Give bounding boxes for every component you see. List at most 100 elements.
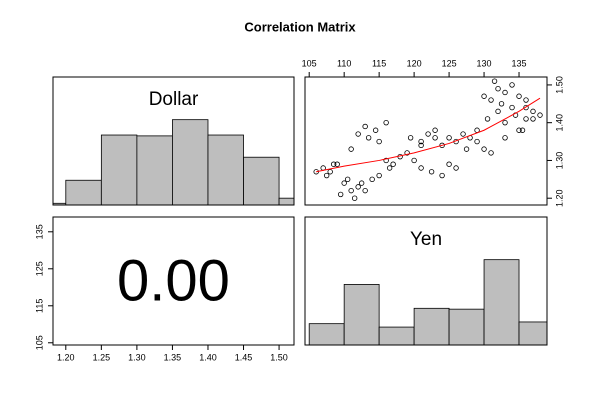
point xyxy=(323,172,330,179)
point xyxy=(404,150,410,156)
point xyxy=(383,119,389,126)
point xyxy=(530,116,536,122)
point xyxy=(425,131,431,137)
chart-title: Correlation Matrix xyxy=(244,19,356,34)
point xyxy=(369,176,375,183)
point xyxy=(509,82,515,88)
y-tick-label: 135 xyxy=(34,224,44,239)
panel-border xyxy=(304,216,548,346)
bar xyxy=(100,134,138,205)
point xyxy=(439,142,445,149)
y-tick-label: 1.40 xyxy=(554,114,564,132)
panel-label: Dollar xyxy=(149,89,199,110)
point xyxy=(460,131,466,137)
panel-border xyxy=(52,216,295,346)
bar xyxy=(136,135,173,205)
panel xyxy=(53,119,294,205)
panel-border xyxy=(304,76,548,206)
point xyxy=(418,138,424,145)
point xyxy=(498,101,505,107)
bar xyxy=(243,156,280,205)
point xyxy=(516,127,522,133)
point xyxy=(334,161,340,167)
x-tick-label: 1.50 xyxy=(270,352,288,362)
correlation-value: 0.00 xyxy=(117,248,230,313)
point xyxy=(509,104,515,111)
y-tick-label: 1.30 xyxy=(554,152,564,170)
point xyxy=(488,97,494,103)
bar xyxy=(483,259,520,345)
point xyxy=(516,93,522,99)
bar xyxy=(207,134,244,205)
point xyxy=(484,116,491,122)
point xyxy=(383,157,389,164)
point xyxy=(474,138,480,145)
point xyxy=(372,127,379,133)
point xyxy=(530,108,536,115)
y-tick-label: 1.50 xyxy=(554,76,564,94)
point xyxy=(523,104,529,111)
y-tick-label: 125 xyxy=(34,261,44,276)
point xyxy=(330,161,337,167)
point xyxy=(432,127,438,133)
point xyxy=(362,187,368,194)
bar xyxy=(172,119,209,205)
point xyxy=(355,184,361,190)
point xyxy=(432,135,438,141)
x-tick-label: 1.40 xyxy=(199,352,217,362)
point xyxy=(495,86,501,92)
bar xyxy=(343,284,380,345)
y-tick-label: 1.20 xyxy=(554,189,564,207)
x-tick-label: 130 xyxy=(477,58,492,68)
bar xyxy=(65,179,102,205)
point xyxy=(341,180,347,186)
point xyxy=(502,135,508,141)
x-tick-label: 125 xyxy=(442,58,457,68)
bar xyxy=(413,307,450,345)
point xyxy=(418,165,424,171)
point xyxy=(348,187,354,194)
bar xyxy=(448,308,485,345)
x-tick-label: 115 xyxy=(372,58,386,68)
point xyxy=(407,135,414,141)
point xyxy=(351,195,358,201)
point xyxy=(386,165,393,171)
bar xyxy=(378,326,415,345)
bar xyxy=(518,321,547,345)
panel xyxy=(313,78,543,201)
point xyxy=(418,142,424,149)
x-tick-label: 105 xyxy=(302,58,317,68)
point xyxy=(523,116,529,122)
bar xyxy=(308,323,345,345)
point xyxy=(344,176,351,183)
point xyxy=(537,112,543,118)
panel-label: Yen xyxy=(410,229,442,250)
bar xyxy=(278,197,294,205)
panel-border xyxy=(52,76,295,206)
point xyxy=(502,89,508,96)
point xyxy=(502,119,508,126)
point xyxy=(337,191,344,198)
point xyxy=(488,150,494,156)
point xyxy=(523,97,529,103)
point xyxy=(446,161,452,167)
panel xyxy=(308,259,547,345)
x-tick-label: 1.20 xyxy=(57,352,75,362)
x-tick-label: 1.35 xyxy=(164,352,182,362)
point xyxy=(495,108,501,115)
y-tick-label: 105 xyxy=(34,335,44,350)
point xyxy=(463,146,470,152)
x-tick-label: 1.25 xyxy=(93,352,111,362)
point xyxy=(481,93,487,99)
y-tick-label: 115 xyxy=(34,299,44,313)
point xyxy=(376,138,382,145)
x-tick-label: 1.30 xyxy=(128,352,146,362)
point xyxy=(365,135,372,141)
point xyxy=(358,180,365,186)
point xyxy=(348,146,354,152)
point xyxy=(327,169,333,175)
point xyxy=(376,172,382,179)
point xyxy=(453,165,459,171)
fit-line xyxy=(316,97,541,173)
